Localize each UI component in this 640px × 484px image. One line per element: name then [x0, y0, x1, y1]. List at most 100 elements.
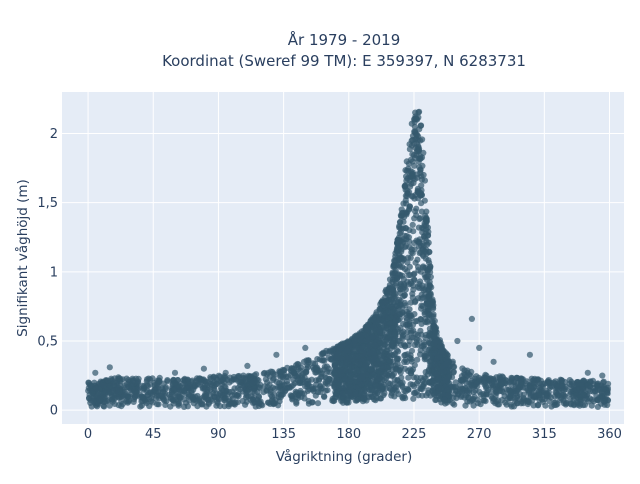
- data-point: [180, 396, 188, 403]
- data-point: [507, 390, 514, 397]
- data-point: [572, 392, 579, 399]
- data-point: [411, 239, 418, 247]
- data-point: [314, 367, 321, 374]
- data-point: [216, 391, 223, 398]
- data-point: [362, 362, 369, 369]
- data-point: [264, 379, 271, 386]
- data-point: [463, 379, 470, 386]
- data-point: [580, 391, 587, 398]
- data-point: [443, 356, 450, 363]
- data-point: [324, 381, 331, 388]
- data-point: [396, 311, 403, 318]
- data-point: [395, 243, 402, 250]
- data-point: [207, 374, 214, 381]
- data-point: [451, 401, 458, 408]
- data-point: [425, 387, 432, 394]
- data-point: [371, 355, 378, 362]
- data-point: [323, 363, 330, 370]
- data-point: [277, 373, 284, 380]
- data-point: [234, 399, 241, 406]
- data-point: [513, 394, 520, 401]
- data-point: [313, 381, 320, 388]
- data-point: [438, 369, 445, 376]
- data-point: [201, 393, 208, 400]
- data-point: [585, 382, 592, 389]
- data-point: [594, 397, 601, 404]
- data-point: [398, 330, 405, 337]
- data-point: [445, 392, 452, 399]
- data-point: [404, 351, 411, 358]
- data-point: [294, 376, 301, 383]
- x-tick-label: 315: [532, 427, 557, 442]
- data-point: [445, 373, 453, 381]
- data-point: [502, 399, 509, 406]
- data-point: [476, 388, 483, 395]
- data-point: [90, 398, 97, 405]
- data-point: [226, 379, 233, 386]
- data-point: [277, 368, 284, 375]
- data-point: [244, 362, 251, 369]
- data-point: [157, 392, 164, 399]
- data-point: [480, 374, 488, 381]
- data-point: [304, 387, 311, 394]
- data-point: [352, 391, 359, 398]
- data-point: [237, 382, 244, 389]
- data-point: [370, 317, 377, 324]
- data-point: [96, 396, 103, 403]
- data-point: [499, 374, 507, 381]
- data-point: [330, 398, 337, 405]
- data-point: [351, 333, 358, 340]
- data-point: [361, 390, 368, 397]
- data-point: [600, 398, 608, 405]
- data-point: [493, 374, 500, 381]
- x-tick-label: 90: [210, 427, 227, 442]
- data-point: [415, 109, 422, 116]
- data-point: [353, 367, 360, 374]
- data-point: [407, 254, 414, 261]
- data-point: [147, 376, 154, 383]
- data-point: [397, 286, 404, 293]
- data-point: [432, 327, 439, 334]
- data-point: [369, 333, 376, 340]
- data-point: [343, 347, 351, 354]
- data-point: [247, 396, 254, 403]
- scatter-points: [85, 108, 612, 410]
- data-point: [154, 401, 161, 408]
- data-point: [213, 381, 220, 388]
- data-point: [575, 381, 583, 388]
- data-point: [481, 397, 488, 404]
- data-point: [490, 358, 497, 365]
- data-point: [452, 384, 460, 391]
- data-point: [427, 351, 434, 358]
- data-point: [286, 384, 293, 391]
- data-point: [138, 402, 145, 409]
- data-point: [241, 375, 248, 382]
- data-point: [263, 387, 271, 394]
- data-point: [489, 380, 496, 387]
- data-point: [433, 370, 441, 377]
- data-point: [397, 225, 404, 232]
- data-point: [322, 387, 329, 394]
- data-point: [586, 388, 594, 395]
- data-point: [397, 280, 404, 287]
- data-point: [519, 398, 526, 405]
- data-point: [548, 403, 555, 410]
- data-point: [100, 402, 107, 409]
- data-point: [492, 386, 500, 393]
- data-point: [135, 384, 142, 391]
- data-point: [364, 380, 371, 387]
- data-point: [335, 350, 342, 357]
- data-point: [588, 402, 595, 409]
- data-point: [221, 383, 228, 390]
- data-point: [512, 385, 519, 392]
- x-tick-label: 45: [145, 427, 162, 442]
- data-point: [265, 399, 272, 406]
- data-point: [410, 179, 417, 187]
- data-point: [401, 183, 408, 190]
- data-point: [274, 384, 282, 391]
- data-point: [414, 356, 421, 363]
- data-point: [423, 218, 430, 225]
- data-point: [371, 396, 378, 403]
- data-point: [375, 368, 382, 375]
- data-point: [400, 200, 407, 207]
